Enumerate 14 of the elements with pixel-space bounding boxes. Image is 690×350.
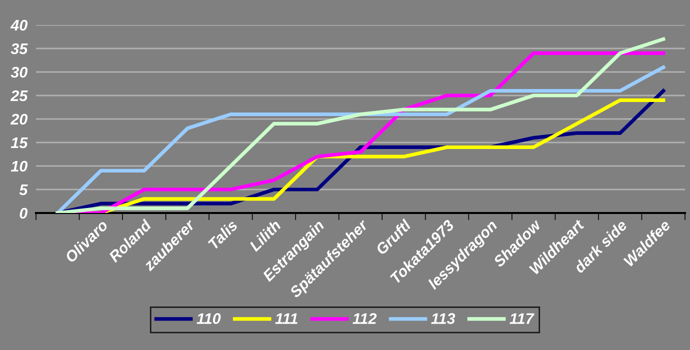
y-tick-label: 25 — [10, 90, 28, 102]
y-tick-label: 40 — [10, 20, 28, 31]
legend-label: 112 — [352, 313, 377, 324]
y-tick-label: 15 — [10, 138, 28, 148]
y-tick-label: 30 — [10, 66, 28, 78]
y-tick-label: 35 — [10, 43, 28, 54]
legend-label: 110 — [196, 313, 221, 324]
y-tick-label: 10 — [10, 160, 28, 172]
legend-label: 113 — [431, 313, 456, 324]
y-tick-label: 20 — [10, 114, 28, 125]
y-tick-label: 0 — [20, 208, 28, 219]
legend-label: 117 — [510, 313, 534, 324]
y-tick-label: 5 — [19, 184, 28, 196]
legend-label: 111 — [275, 313, 298, 324]
